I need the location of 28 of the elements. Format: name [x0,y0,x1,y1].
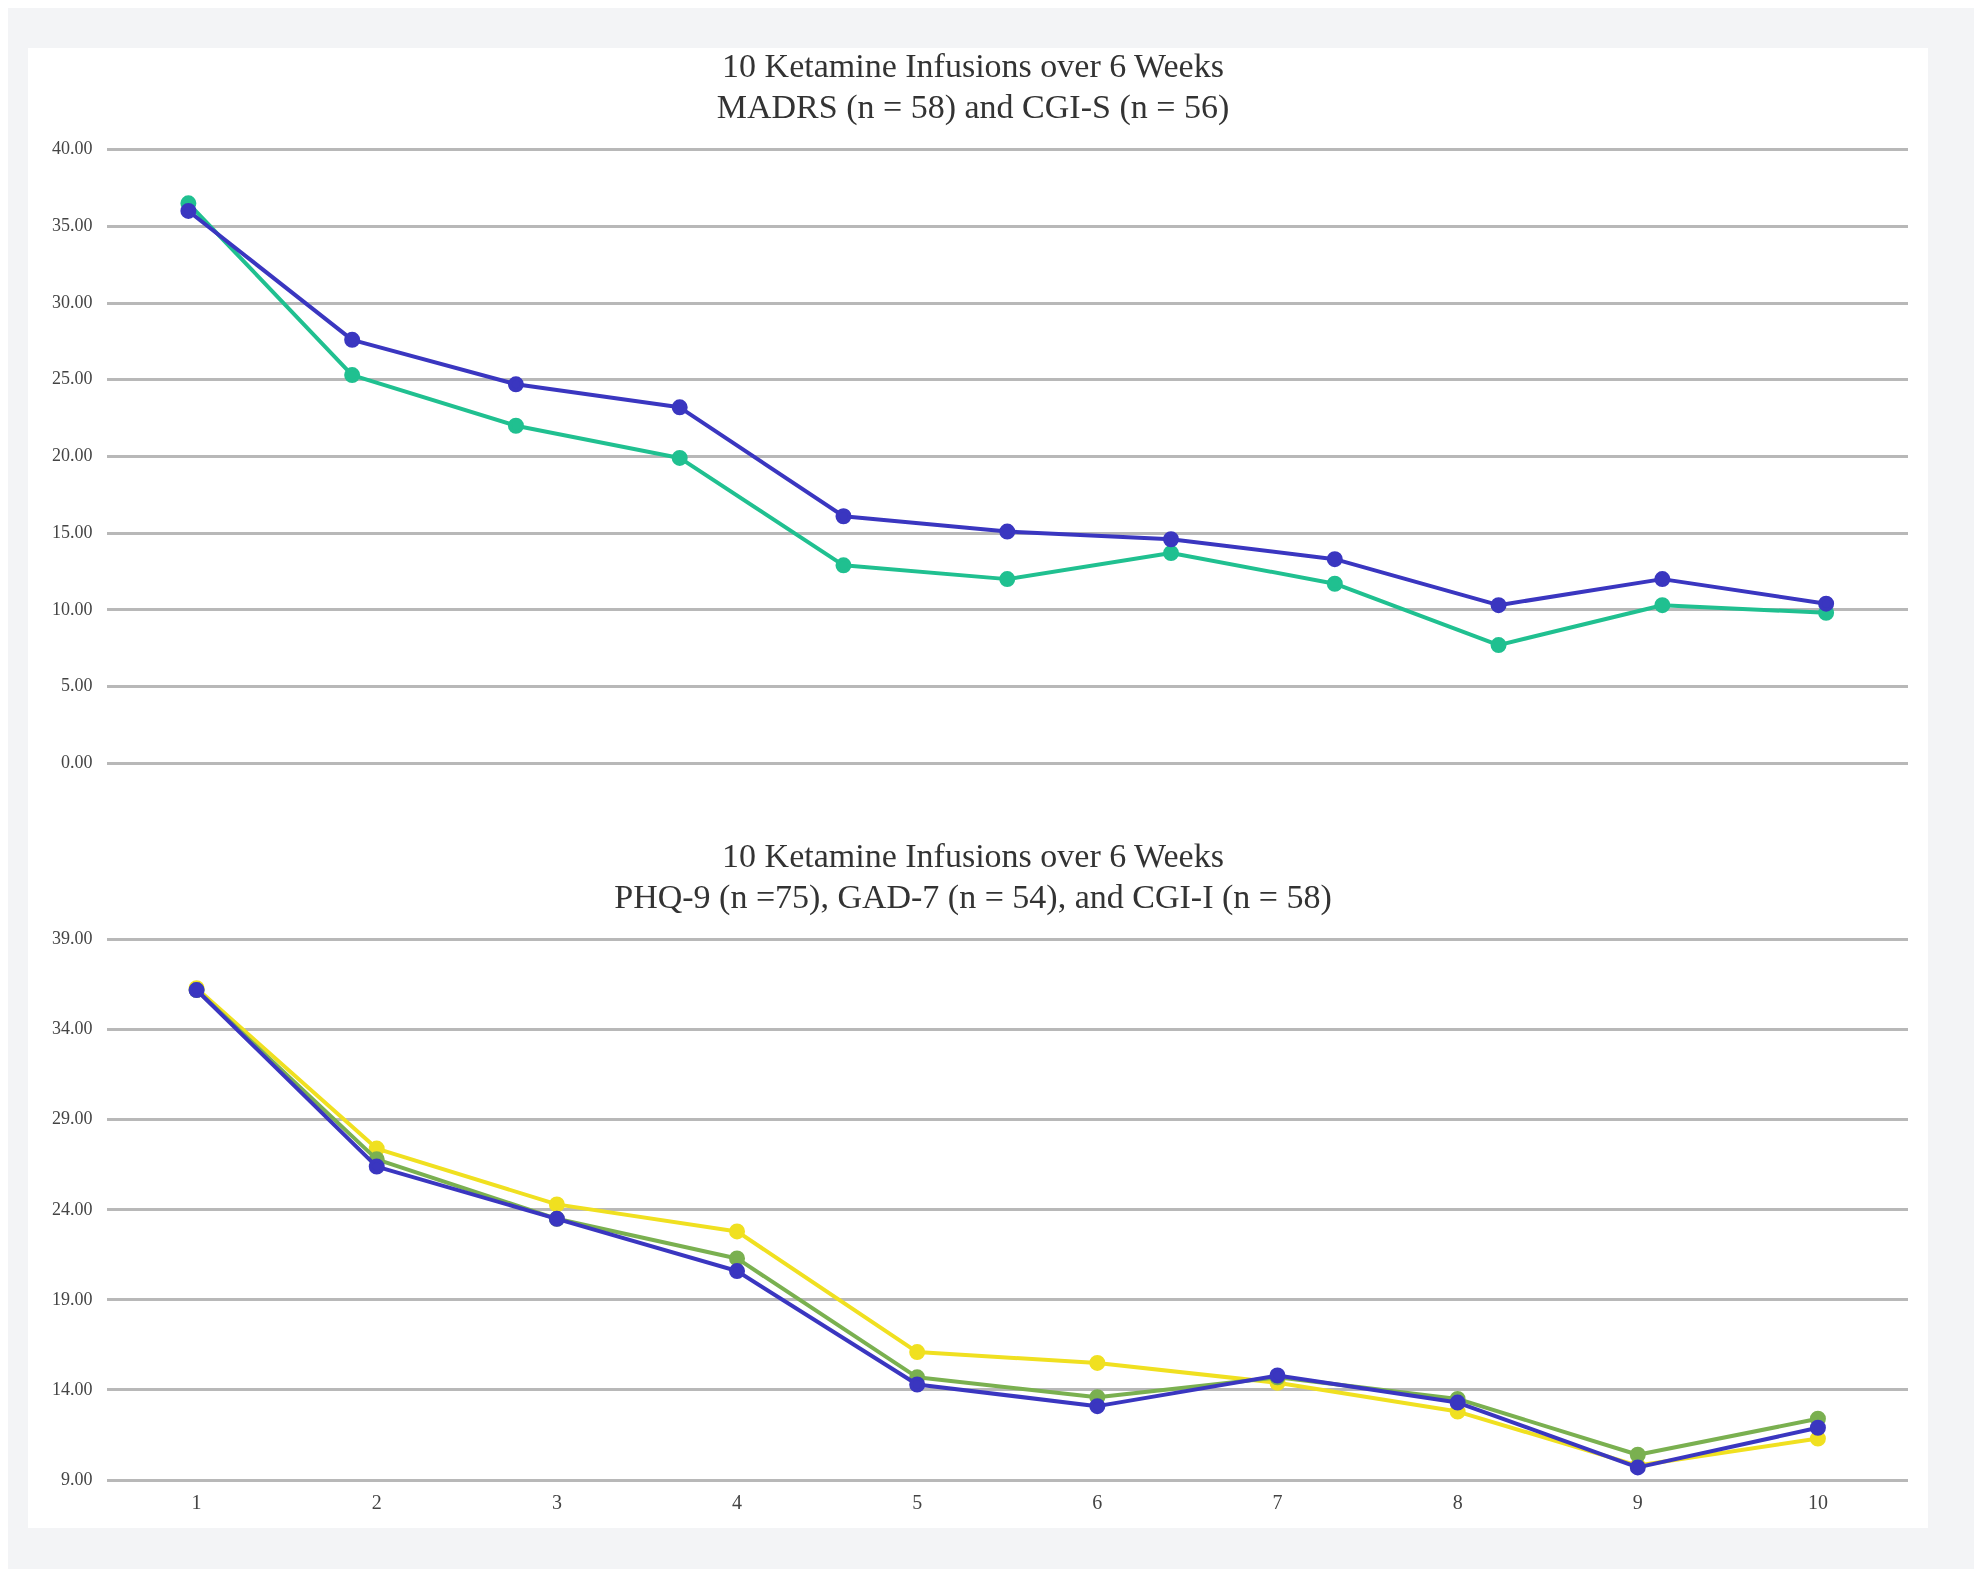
y-tick-label: 39.00 [52,928,93,949]
x-tick-label: 7 [1272,1491,1283,1514]
y-tick-label: 20.00 [52,445,93,466]
x-tick-label: 3 [551,1491,562,1514]
y-tick-label: 40.00 [52,138,93,159]
y-tick-label: 14.00 [52,1378,93,1399]
y-tick-label: 24.00 [52,1198,93,1219]
y-tick-label: 19.00 [52,1288,93,1309]
x-tick-label: 10 [1807,1491,1828,1514]
x-tick-label: 6 [1092,1491,1103,1514]
x-tick-label: 2 [371,1491,382,1514]
x-tick-label: 9 [1632,1491,1643,1514]
y-tick-label: 9.00 [61,1468,93,1489]
x-tick-label: 1 [191,1491,202,1514]
y-tick-label: 34.00 [52,1018,93,1039]
chart-title: 10 Ketamine Infusions over 6 Weeks MADRS (n = 58) and CGI-S (n = 56) [716,47,1230,127]
chart-title: 10 Ketamine Infusions over 6 Weeks PHQ-9 (n =75), GAD-7 (n = 54), and CGI-I (n = 58) [614,837,1332,917]
y-tick-label: 29.00 [52,1108,93,1129]
y-tick-label: 0.00 [61,751,93,772]
y-tick-label: 25.00 [52,368,93,389]
y-tick-label: 15.00 [52,521,93,542]
y-tick-label: 30.00 [52,291,93,312]
x-tick-label: 8 [1452,1491,1463,1514]
x-tick-label: 5 [912,1491,923,1514]
y-tick-label: 5.00 [61,675,93,696]
x-tick-label: 4 [732,1491,743,1514]
y-tick-label: 10.00 [52,598,93,619]
y-tick-label: 35.00 [52,215,93,236]
